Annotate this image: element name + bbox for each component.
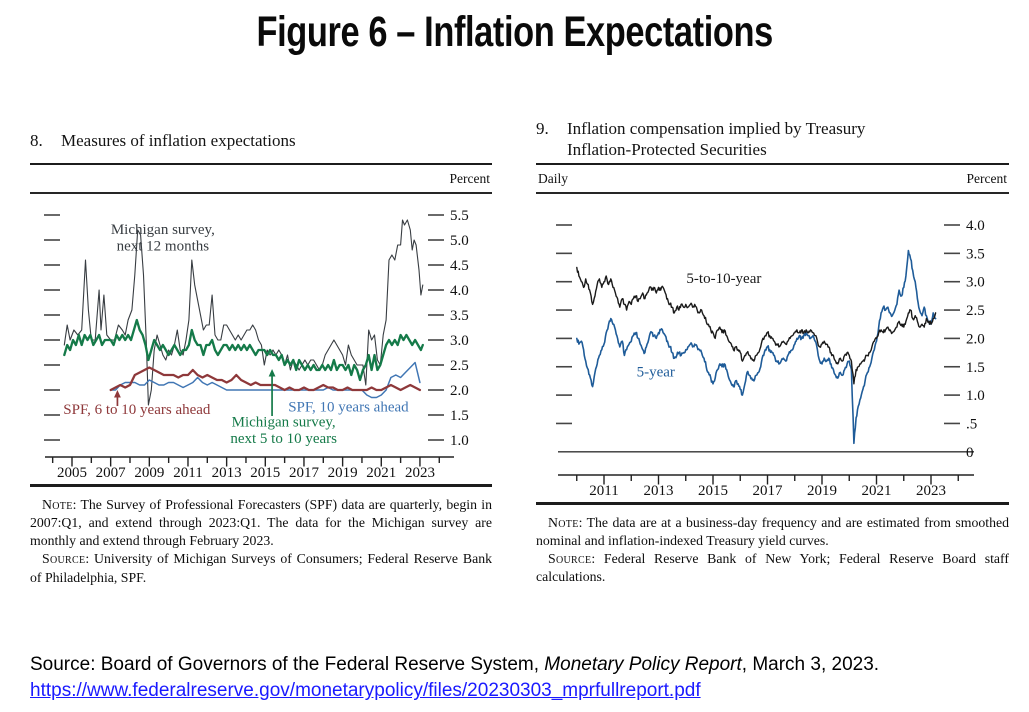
note-paragraph: Note: The Survey of Professional Forecas…: [30, 496, 492, 549]
svg-text:5.0: 5.0: [450, 233, 469, 249]
y-axis: 4.0 3.5 3.0 2.5 2.0 1.5 1.0 .5 0: [556, 218, 985, 461]
series-5-year: [576, 249, 937, 444]
svg-text:2021: 2021: [862, 483, 892, 499]
svg-text:2019: 2019: [807, 483, 837, 499]
svg-text:1.0: 1.0: [966, 388, 985, 404]
svg-text:3.0: 3.0: [966, 274, 985, 290]
unit-row: Daily Percent: [536, 165, 1009, 192]
svg-text:.5: .5: [966, 416, 977, 432]
series-michigan-survey-next-12-months: [63, 219, 424, 406]
page-title: Figure 6 – Inflation Expectations: [256, 8, 773, 56]
series-5-to-10-year: [576, 266, 937, 385]
svg-text:2017: 2017: [289, 465, 320, 481]
y-axis: 5.5 5.0 4.5 4.0 3.5 3.0 2.5 2.0 1.5 1.0: [44, 208, 469, 449]
series-label: Michigan survey, next 5 to 10 years: [230, 414, 337, 447]
note-paragraph: Source: University of Michigan Surveys o…: [30, 551, 492, 585]
svg-text:2023: 2023: [405, 465, 435, 481]
panel-9-note: Note: The data are at a business-day fre…: [536, 514, 1009, 587]
x-axis: 2005 2007 2009 2011 2013 2015 2017 2019 2021 2023: [45, 456, 454, 481]
series-label: SPF, 10 years ahead: [288, 399, 409, 415]
slide-title: Figure 6 – Inflation Expectations: [0, 8, 1029, 74]
panel-title: Inflation compensation implied by Treasu…: [567, 119, 866, 159]
svg-text:3.5: 3.5: [450, 308, 469, 324]
source-citation: Source: Board of Governors of the Federa…: [30, 654, 880, 675]
series-michigan-survey-next-5-to-10-years: [63, 318, 424, 381]
svg-text:2017: 2017: [753, 483, 784, 499]
divider: [536, 192, 1009, 194]
svg-text:2023: 2023: [916, 483, 946, 499]
svg-text:4.5: 4.5: [450, 258, 469, 274]
svg-text:1.5: 1.5: [966, 360, 985, 376]
svg-text:4.0: 4.0: [966, 218, 985, 234]
note-paragraph: Source: Federal Reserve Bank of New York…: [536, 551, 1009, 585]
panel-tips-inflation-compensation: 9. Inflation compensation implied by Tre…: [536, 119, 1009, 587]
series-spf-10-years-ahead: [109, 361, 421, 399]
svg-text:5.5: 5.5: [450, 208, 469, 224]
unit-label: Percent: [449, 171, 490, 187]
frequency-label: Daily: [538, 171, 568, 187]
svg-text:0: 0: [966, 445, 974, 461]
panel-8-note: Note: The Survey of Professional Forecas…: [30, 496, 492, 587]
tips-compensation-chart: 4.0 3.5 3.0 2.5 2.0 1.5 1.0 .5 0 2011 2013 2015 2017…: [556, 218, 985, 499]
svg-text:2019: 2019: [328, 465, 358, 481]
panel-number: 8.: [30, 131, 43, 150]
divider: [30, 163, 492, 166]
svg-text:4.0: 4.0: [450, 283, 469, 299]
series-label: 5-to-10-year: [686, 271, 761, 287]
series-spf-6-to-10-years-ahead: [109, 366, 422, 391]
footer: Source: Board of Governors of the Federa…: [30, 652, 879, 704]
svg-text:3.5: 3.5: [966, 246, 985, 262]
svg-text:2.5: 2.5: [966, 303, 985, 319]
svg-text:2015: 2015: [250, 465, 280, 481]
svg-text:2015: 2015: [698, 483, 728, 499]
panel-8-header: 8. Measures of inflation expectations: [30, 119, 492, 163]
unit-label: Percent: [966, 171, 1007, 187]
divider: [30, 192, 492, 194]
divider: [536, 501, 1009, 505]
x-axis: 2011 2013 2015 2017 2019 2021 2023: [558, 474, 974, 499]
svg-text:2.0: 2.0: [966, 331, 985, 347]
panel-title: Measures of inflation expectations: [61, 131, 296, 150]
panel-number: 9.: [536, 119, 549, 138]
divider: [30, 483, 492, 487]
panel-measures-of-inflation-expectations: 8. Measures of inflation expectations Pe…: [30, 119, 492, 587]
panels-row: 8. Measures of inflation expectations Pe…: [0, 119, 1029, 587]
svg-text:2009: 2009: [134, 465, 164, 481]
series-label: SPF, 6 to 10 years ahead: [63, 402, 211, 418]
svg-text:2011: 2011: [173, 465, 202, 481]
svg-text:1.5: 1.5: [450, 408, 469, 424]
divider: [536, 163, 1009, 166]
svg-text:2.5: 2.5: [450, 358, 469, 374]
svg-text:2011: 2011: [589, 483, 618, 499]
svg-text:2005: 2005: [57, 465, 87, 481]
report-link[interactable]: https://www.federalreserve.gov/monetaryp…: [30, 680, 701, 702]
series-label: 5-year: [637, 364, 675, 380]
svg-text:2.0: 2.0: [450, 383, 469, 399]
note-paragraph: Note: The data are at a business-day fre…: [536, 514, 1009, 548]
svg-text:2013: 2013: [644, 483, 674, 499]
svg-text:2013: 2013: [212, 465, 242, 481]
svg-text:1.0: 1.0: [450, 433, 469, 449]
panel-9-header: 9. Inflation compensation implied by Tre…: [536, 119, 1009, 163]
svg-text:3.0: 3.0: [450, 333, 469, 349]
svg-text:2007: 2007: [96, 465, 127, 481]
svg-text:2021: 2021: [366, 465, 396, 481]
unit-row: Percent: [30, 165, 492, 192]
series-label: Michigan survey, next 12 months: [111, 222, 215, 255]
